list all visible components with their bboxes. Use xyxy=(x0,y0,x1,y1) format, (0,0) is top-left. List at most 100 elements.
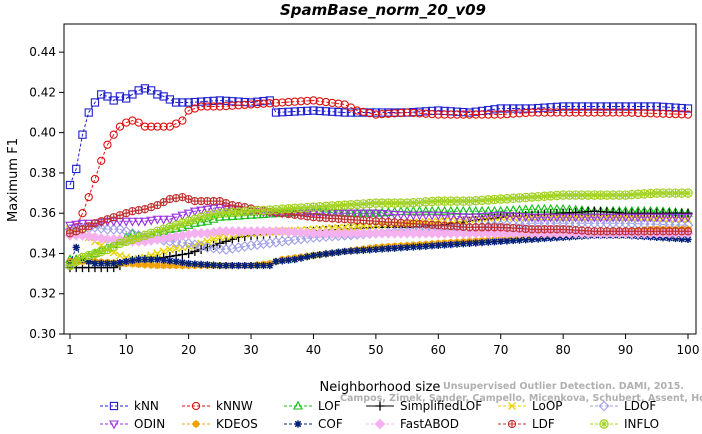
point-cof xyxy=(303,253,311,261)
series-knnw xyxy=(65,96,693,236)
point-cof xyxy=(378,245,386,253)
point-cof xyxy=(116,258,124,267)
point-cof xyxy=(272,257,280,266)
point-knn xyxy=(190,97,199,107)
point-inflo-spokes xyxy=(78,253,87,262)
point-odin xyxy=(389,210,400,220)
point-knn xyxy=(683,104,693,113)
point-knnw xyxy=(540,108,549,117)
point-knn xyxy=(340,108,349,117)
point-loop xyxy=(334,223,343,232)
point-ldf-cross xyxy=(185,195,193,203)
point-odin xyxy=(676,213,687,223)
point-knnw xyxy=(246,100,256,109)
point-knnw xyxy=(278,98,287,107)
point-odin xyxy=(183,209,194,219)
point-loop xyxy=(346,222,355,231)
x-tick-label: 60 xyxy=(431,343,446,357)
point-inflo-spokes xyxy=(391,199,399,207)
y-tick-label: 0.42 xyxy=(29,85,56,99)
point-knn xyxy=(303,106,312,116)
point-knnw xyxy=(384,109,393,118)
point-odin xyxy=(370,209,381,219)
point-cof xyxy=(359,246,367,254)
plot-area xyxy=(63,23,697,335)
legend-label-lof: LOF xyxy=(318,399,341,413)
point-knn xyxy=(78,130,87,139)
point-inflo-spokes xyxy=(72,257,80,266)
point-inflo-spokes xyxy=(303,203,311,212)
point-ldf-cross xyxy=(141,205,149,213)
point-cof xyxy=(209,261,218,269)
point-inflo-spokes xyxy=(671,189,680,197)
point-cof xyxy=(309,251,318,260)
point-knnw xyxy=(621,108,630,117)
legend-label-knnw: kNNW xyxy=(216,399,253,413)
point-loop xyxy=(209,235,218,244)
point-knn xyxy=(540,103,549,112)
point-knnw xyxy=(290,97,299,106)
point-knn xyxy=(271,108,281,117)
legend-marker-loop xyxy=(507,401,517,411)
point-knn xyxy=(496,104,505,113)
point-ldf-cross xyxy=(153,201,161,209)
point-inflo-spokes xyxy=(353,200,361,208)
point-lof xyxy=(358,207,369,217)
point-inflo-spokes xyxy=(284,205,293,213)
point-knn xyxy=(602,102,611,111)
point-inflo-spokes xyxy=(234,208,243,216)
point-knnw xyxy=(633,108,643,118)
point-knnw xyxy=(677,110,686,119)
point-knn xyxy=(84,108,93,117)
point-cof xyxy=(228,261,236,270)
legend-marker-ldf-cross xyxy=(508,420,516,428)
point-odin xyxy=(633,213,643,223)
point-knn xyxy=(627,102,636,111)
point-knn xyxy=(677,103,686,113)
point-lof xyxy=(433,205,444,215)
point-odin xyxy=(152,215,163,225)
point-knnw xyxy=(402,108,412,117)
y-tick-label: 0.36 xyxy=(29,206,56,220)
point-knn xyxy=(484,105,493,115)
point-knn xyxy=(490,105,499,114)
point-cof xyxy=(153,255,161,264)
point-inflo-spokes xyxy=(547,192,555,200)
point-cof xyxy=(72,243,80,252)
point-odin xyxy=(589,213,600,223)
point-inflo-spokes xyxy=(497,195,505,203)
point-knn xyxy=(72,164,81,174)
point-knn xyxy=(196,97,206,106)
point-inflo-spokes xyxy=(141,231,149,239)
point-ldf-cross xyxy=(116,211,124,219)
point-knnw xyxy=(421,109,430,118)
point-cof xyxy=(409,243,417,251)
legend-marker-ldof xyxy=(598,400,610,412)
point-odin xyxy=(639,213,650,223)
point-inflo-spokes xyxy=(384,199,392,207)
point-knn xyxy=(296,107,306,116)
y-tick-label: 0.40 xyxy=(29,126,56,140)
x-tick-label: 30 xyxy=(243,343,258,357)
point-inflo-spokes xyxy=(259,206,268,214)
point-odin xyxy=(564,213,575,223)
point-cof xyxy=(341,247,349,256)
legend-item-kdeos: KDEOS xyxy=(182,417,258,431)
point-cof xyxy=(128,256,137,265)
point-cof xyxy=(85,257,93,266)
point-cof xyxy=(247,261,255,270)
legend-label-cof: COF xyxy=(318,417,343,431)
point-ldof xyxy=(220,244,232,255)
x-tick-label: 1 xyxy=(66,343,74,357)
point-inflo-spokes xyxy=(378,199,386,207)
point-odin xyxy=(520,213,531,223)
point-knnw xyxy=(390,109,399,118)
point-knn xyxy=(321,107,331,116)
point-knnw xyxy=(271,98,281,108)
point-cof xyxy=(141,255,149,264)
point-knn xyxy=(583,102,593,111)
legend-label-ldof: LDOF xyxy=(624,399,656,413)
point-knnw xyxy=(652,109,661,118)
point-cof xyxy=(484,238,492,246)
point-odin xyxy=(670,213,681,223)
